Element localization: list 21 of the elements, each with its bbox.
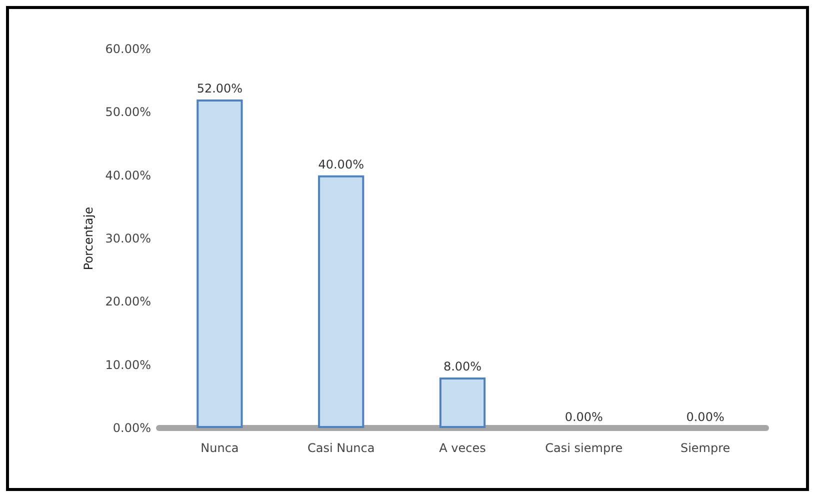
y-tick-label: 10.00% (105, 358, 151, 372)
x-tick-label: Casi Nunca (307, 441, 375, 455)
data-label: 40.00% (318, 157, 364, 172)
x-tick-label: Siempre (680, 441, 730, 455)
x-tick-label: Nunca (200, 441, 239, 455)
x-tick-label: Casi siempre (545, 441, 623, 455)
bar (196, 100, 243, 428)
y-tick-label: 30.00% (105, 232, 151, 246)
data-label: 52.00% (196, 82, 243, 96)
data-label: 0.00% (686, 410, 724, 424)
data-label: 8.00% (443, 359, 482, 374)
bar (318, 175, 364, 428)
bar (439, 377, 486, 428)
y-tick-label: 20.00% (105, 294, 151, 309)
data-label: 0.00% (564, 410, 603, 424)
x-tick-label: A veces (439, 441, 486, 455)
y-axis-title: Porcentaje (81, 206, 96, 270)
y-tick-label: 60.00% (105, 42, 151, 56)
y-tick-label: 40.00% (105, 168, 151, 182)
y-tick-label: 0.00% (112, 421, 151, 435)
y-tick-label: 50.00% (105, 105, 151, 120)
